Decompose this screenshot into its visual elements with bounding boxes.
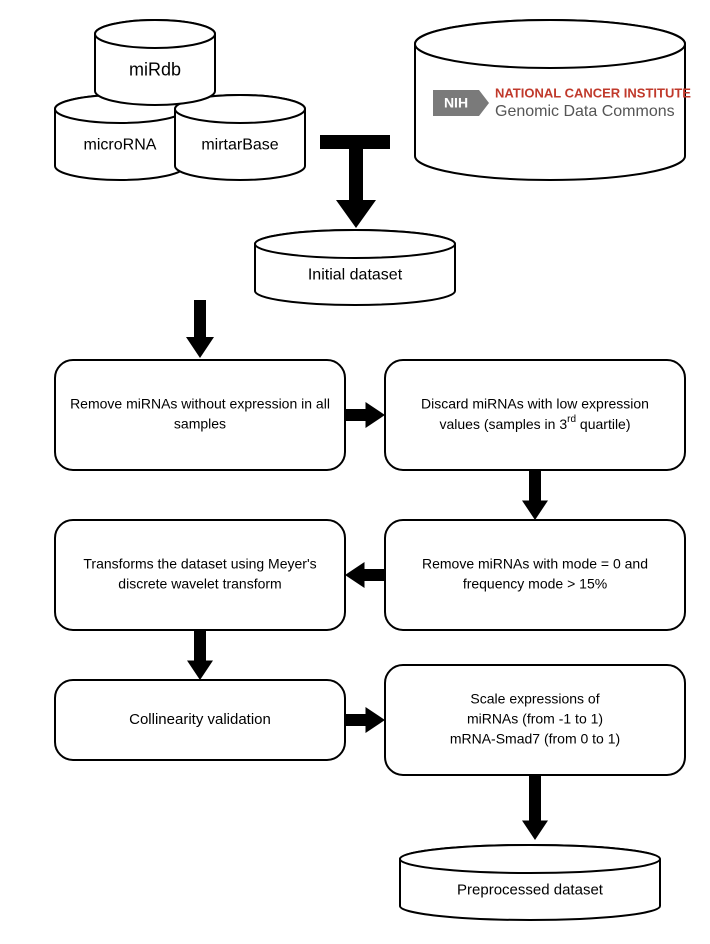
svg-text:Collinearity validation: Collinearity validation [129, 711, 271, 728]
svg-text:NATIONAL CANCER INSTITUTE: NATIONAL CANCER INSTITUTE [495, 85, 691, 100]
svg-text:samples: samples [174, 416, 226, 432]
svg-text:values (samples in 3rd quartil: values (samples in 3rd quartile) [440, 414, 631, 432]
svg-text:miRNAs (from -1 to 1): miRNAs (from -1 to 1) [467, 711, 603, 727]
svg-text:Transforms the dataset using M: Transforms the dataset using Meyer's [83, 556, 316, 572]
svg-text:NIH: NIH [444, 95, 468, 111]
svg-text:Remove miRNAs with mode = 0: Remove miRNAs with mode = 0 and [422, 556, 648, 572]
svg-text:frequency mode > 15%: frequency mode > 15% [463, 576, 607, 592]
svg-text:Genomic Data Commons: Genomic Data Commons [495, 103, 675, 120]
svg-text:Discard miRNAs with low expres: Discard miRNAs with low expression [421, 396, 649, 412]
svg-text:discrete wavelet transform: discrete wavelet transform [118, 576, 281, 592]
svg-text:mirtarBase: mirtarBase [201, 137, 278, 154]
svg-text:miRdb: miRdb [129, 59, 181, 79]
svg-text:microRNA: microRNA [84, 137, 157, 154]
svg-text:Initial dataset: Initial dataset [308, 267, 403, 284]
svg-text:Scale expressions of: Scale expressions of [470, 691, 599, 707]
svg-text:Remove miRNAs without expressi: Remove miRNAs without expression in all [70, 396, 330, 412]
svg-text:mRNA-Smad7 (from 0 to 1): mRNA-Smad7 (from 0 to 1) [450, 731, 620, 747]
svg-text:Preprocessed dataset: Preprocessed dataset [457, 881, 604, 898]
flowchart-diagram: miRdb microRNA mirtarBase NIH NATIONAL CANCE… [0, 0, 710, 944]
